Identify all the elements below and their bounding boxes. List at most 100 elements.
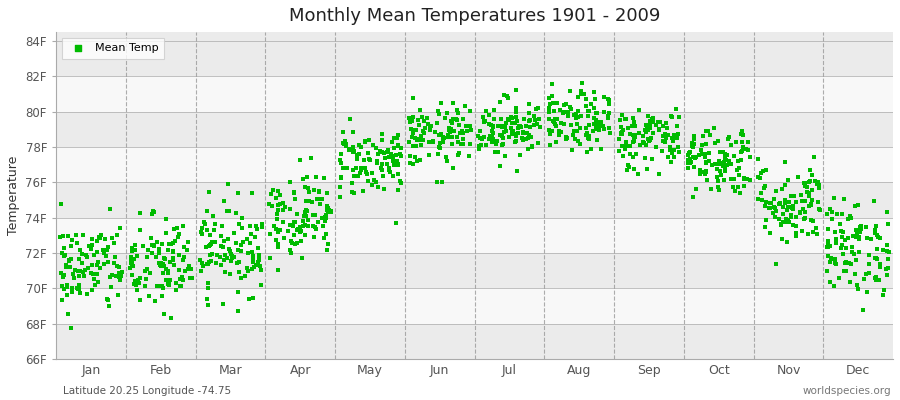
Point [163, 258, 177, 265]
Point [247, 295, 261, 301]
Point [588, 96, 602, 102]
Point [73, 268, 87, 274]
Point [462, 153, 476, 159]
Point [271, 202, 285, 208]
Point [821, 226, 835, 232]
Point [698, 170, 712, 177]
Point [572, 113, 586, 120]
Point [227, 230, 241, 236]
Point [589, 123, 603, 129]
Point [160, 270, 175, 276]
Point [705, 186, 719, 192]
Point [442, 126, 456, 132]
Point [132, 280, 147, 286]
Point [243, 222, 257, 229]
Point [151, 245, 166, 252]
Point [665, 114, 680, 120]
Point [296, 218, 310, 224]
Point [453, 130, 467, 136]
Point [613, 117, 627, 123]
Point [520, 130, 535, 136]
Point [592, 122, 607, 128]
Point [616, 153, 630, 159]
Point [742, 177, 757, 184]
Point [98, 252, 112, 259]
Point [65, 237, 79, 243]
Point [826, 283, 841, 289]
Point [742, 154, 757, 161]
Point [157, 263, 171, 269]
Point [612, 136, 626, 142]
Point [174, 282, 188, 289]
Point [418, 124, 432, 131]
Point [245, 265, 259, 272]
Point [55, 250, 69, 256]
Point [852, 224, 867, 230]
Point [351, 142, 365, 148]
Point [334, 173, 348, 180]
Point [275, 200, 290, 206]
Point [615, 131, 629, 137]
Point [273, 191, 287, 198]
Point [218, 269, 232, 275]
Point [811, 199, 825, 205]
Point [249, 262, 264, 268]
Point [220, 236, 235, 243]
Point [525, 143, 539, 149]
Point [290, 226, 304, 233]
Point [559, 136, 573, 143]
Point [182, 263, 196, 269]
Point [101, 259, 115, 265]
Point [621, 143, 635, 150]
Point [852, 234, 867, 240]
Point [215, 223, 230, 229]
Point [853, 228, 868, 234]
Point [291, 226, 305, 232]
Point [780, 216, 795, 223]
Point [270, 267, 284, 274]
Point [351, 173, 365, 179]
Point [377, 150, 392, 156]
Point [500, 92, 515, 99]
Point [508, 120, 523, 126]
Point [652, 127, 666, 134]
Point [591, 119, 606, 125]
Point [375, 161, 390, 167]
Point [670, 122, 684, 129]
Point [778, 182, 792, 188]
Point [758, 224, 772, 230]
Point [762, 200, 777, 206]
Point [348, 164, 363, 171]
Point [590, 110, 604, 116]
Point [216, 301, 230, 308]
Point [500, 120, 514, 126]
Point [429, 119, 444, 126]
Point [587, 121, 601, 128]
Point [511, 123, 526, 130]
Point [562, 104, 577, 110]
Point [287, 190, 302, 196]
Point [508, 105, 523, 111]
Point [212, 254, 227, 260]
Point [553, 127, 567, 134]
Point [833, 245, 848, 251]
Point [320, 204, 334, 210]
Point [111, 292, 125, 298]
Point [513, 123, 527, 129]
Point [391, 187, 405, 193]
Point [860, 235, 874, 241]
Point [491, 123, 505, 130]
Point [821, 240, 835, 246]
Point [852, 249, 867, 255]
Point [713, 149, 727, 155]
Point [829, 261, 843, 267]
Point [849, 233, 863, 240]
Point [832, 274, 846, 281]
Point [762, 205, 777, 212]
Point [484, 139, 499, 145]
Point [867, 198, 881, 204]
Point [769, 260, 783, 267]
Point [367, 177, 382, 183]
Point [641, 127, 655, 133]
Point [524, 134, 538, 140]
